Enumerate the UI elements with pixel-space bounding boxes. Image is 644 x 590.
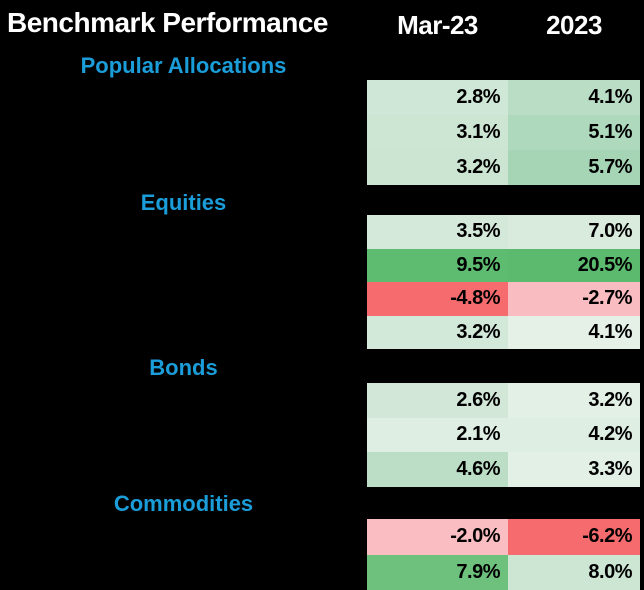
table-row: 2.1% 4.2%	[367, 417, 640, 453]
cell-mar23: 3.2%	[367, 315, 508, 349]
cell-2023: 20.5%	[508, 248, 640, 282]
cell-2023: 4.2%	[508, 417, 640, 453]
equities-table: 3.5% 7.0% 9.5% 20.5% -4.8% -2.7% 3.2% 4.…	[367, 215, 640, 349]
table-row: 3.2% 4.1%	[367, 315, 640, 349]
table-row: 9.5% 20.5%	[367, 248, 640, 282]
table-row: 3.2% 5.7%	[367, 150, 640, 185]
table-row: -4.8% -2.7%	[367, 282, 640, 316]
cell-2023: 4.1%	[508, 315, 640, 349]
cell-mar23: 2.6%	[367, 383, 508, 418]
table-row: 7.9% 8.0%	[367, 554, 640, 590]
popular-allocations-table: 2.8% 4.1% 3.1% 5.1% 3.2% 5.7%	[367, 80, 640, 185]
cell-mar23: 3.5%	[367, 215, 508, 249]
table-row: 2.8% 4.1%	[367, 80, 640, 115]
cell-mar23: 3.1%	[367, 115, 508, 150]
table-row: 2.6% 3.2%	[367, 383, 640, 418]
section-header-bonds: Bonds	[149, 355, 218, 380]
cell-2023: -2.7%	[508, 282, 640, 316]
table-row: 4.6% 3.3%	[367, 452, 640, 487]
cell-mar23: 3.2%	[367, 150, 508, 185]
section-header-popular-allocations: Popular Allocations	[80, 53, 287, 78]
table-row: -2.0% -6.2%	[367, 519, 640, 555]
commodities-table: -2.0% -6.2% 7.9% 8.0%	[367, 519, 640, 590]
cell-mar23: 2.8%	[367, 80, 508, 115]
cell-2023: 5.1%	[508, 115, 640, 150]
cell-mar23: 7.9%	[367, 554, 508, 590]
column-header-mar23: Mar-23	[397, 10, 478, 40]
cell-2023: 5.7%	[508, 150, 640, 185]
cell-mar23: -2.0%	[367, 519, 508, 555]
table-row: 3.5% 7.0%	[367, 215, 640, 249]
bonds-table: 2.6% 3.2% 2.1% 4.2% 4.6% 3.3%	[367, 383, 640, 487]
cell-mar23: -4.8%	[367, 282, 508, 316]
cell-2023: -6.2%	[508, 519, 640, 555]
cell-2023: 8.0%	[508, 554, 640, 590]
cell-mar23: 4.6%	[367, 452, 508, 487]
page-title: Benchmark Performance	[7, 7, 328, 38]
cell-2023: 3.3%	[508, 452, 640, 487]
cell-mar23: 2.1%	[367, 417, 508, 453]
cell-mar23: 9.5%	[367, 248, 508, 282]
cell-2023: 7.0%	[508, 215, 640, 249]
table-row: 3.1% 5.1%	[367, 115, 640, 150]
section-header-equities: Equities	[140, 190, 227, 215]
section-header-commodities: Commodities	[113, 491, 254, 516]
cell-2023: 3.2%	[508, 383, 640, 418]
cell-2023: 4.1%	[508, 80, 640, 115]
column-header-2023: 2023	[546, 10, 602, 40]
